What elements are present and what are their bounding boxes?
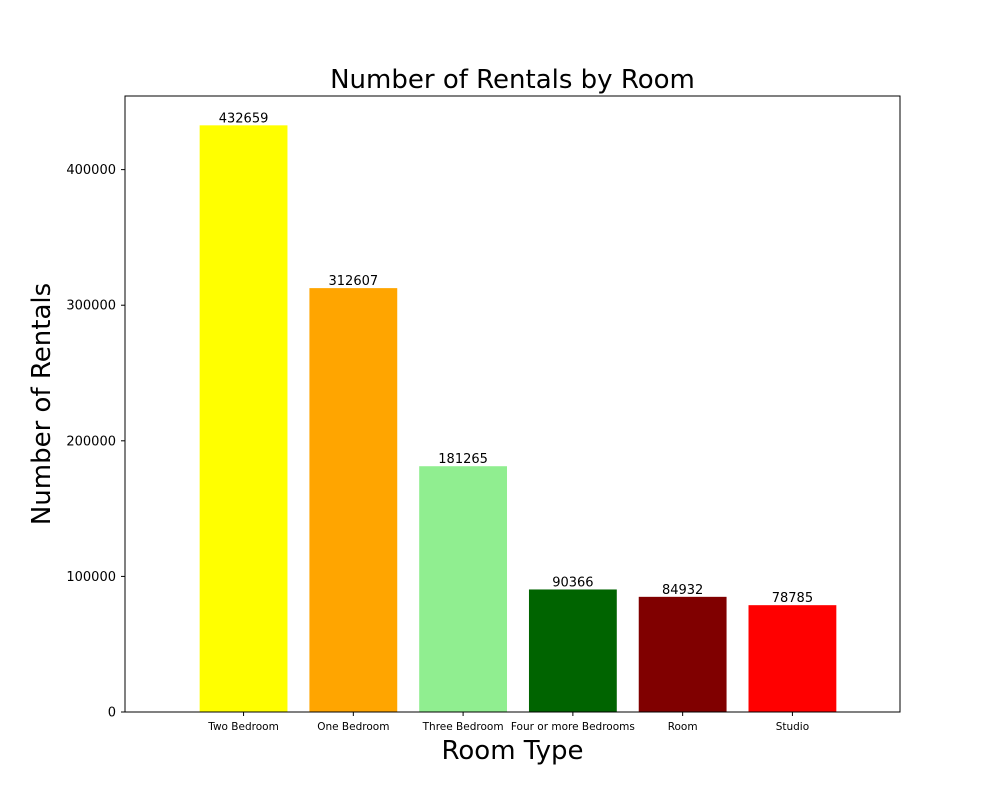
x-tick-label: Studio — [776, 721, 809, 733]
bar-value-label: 84932 — [662, 583, 703, 598]
x-tick-label: One Bedroom — [317, 721, 389, 733]
y-tick-label: 100000 — [66, 570, 116, 585]
chart-title: Number of Rentals by Room — [330, 65, 695, 95]
bar-value-label: 432659 — [219, 111, 269, 126]
x-axis-label: Room Type — [441, 736, 583, 766]
x-tick-label: Two Bedroom — [207, 721, 279, 733]
y-axis-label: Number of Rentals — [27, 283, 57, 525]
y-tick-label: 200000 — [66, 434, 116, 449]
bar — [638, 596, 727, 712]
bar-value-label: 90366 — [552, 575, 593, 590]
plot-frame — [124, 95, 901, 713]
bar — [528, 589, 617, 712]
bar — [419, 466, 508, 712]
y-tick-label: 300000 — [66, 299, 116, 314]
bar-value-label: 312607 — [329, 274, 379, 289]
bar — [748, 605, 837, 712]
x-tick-label: Four or more Bedrooms — [511, 721, 635, 733]
y-tick-label: 400000 — [66, 163, 116, 178]
bar-value-label: 181265 — [438, 452, 488, 467]
bars-group — [199, 125, 837, 713]
bar-value-label: 78785 — [772, 591, 813, 606]
x-axis-ticks: Two Bedroom One Bedroom Three Bedroom Four … — [207, 712, 809, 733]
bar — [199, 125, 288, 713]
data-labels-group: 432659 312607 181265 90366 84932 78785 — [219, 111, 813, 606]
x-tick-label: Three Bedroom — [422, 721, 504, 733]
y-axis-ticks: 0 100000 200000 300000 400000 — [66, 163, 125, 721]
y-tick-label: 0 — [108, 706, 116, 721]
bar — [309, 288, 398, 712]
x-tick-label: Room — [668, 721, 698, 733]
